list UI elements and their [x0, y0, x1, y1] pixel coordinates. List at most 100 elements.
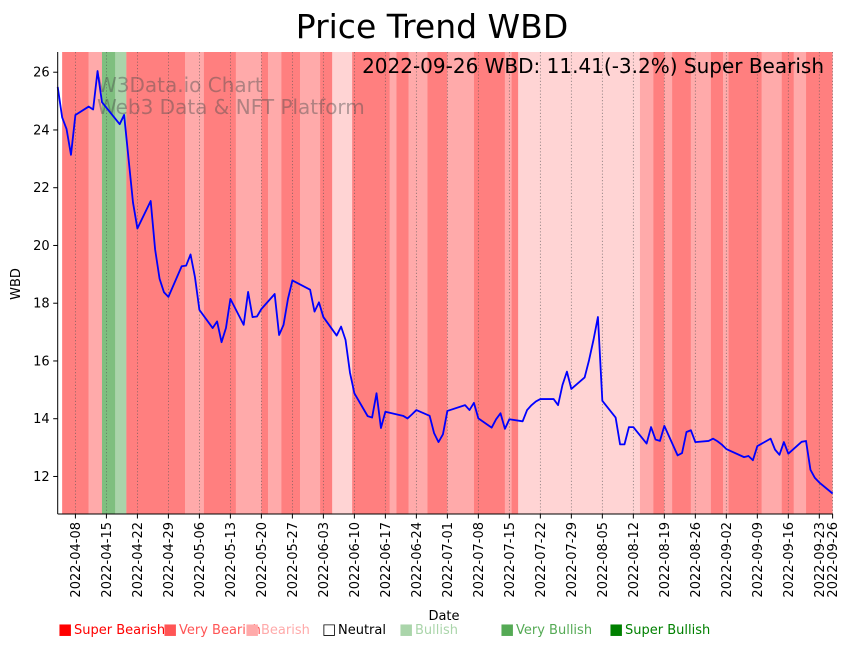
x-tick-label: 2022-08-19 — [658, 522, 673, 598]
sentiment-band-very-bearish — [793, 52, 807, 514]
x-tick-label: 2022-05-06 — [193, 522, 208, 598]
x-tick-label: 2022-05-27 — [286, 522, 301, 598]
sentiment-band-super-bearish — [728, 52, 762, 514]
axes — [57, 52, 833, 515]
y-axis-ticks: 12 14 16 18 20 22 24 26 — [33, 66, 58, 485]
x-tick-label: 2022-07-29 — [565, 522, 580, 598]
sentiment-band-very-bearish — [185, 52, 204, 514]
price-line-wbd — [56, 70, 834, 495]
x-tick-label: 2022-09-23 — [813, 522, 828, 598]
legend-marker-icon: ■ — [609, 620, 623, 638]
sentiment-band-super-bearish — [473, 52, 505, 514]
legend-marker-icon: □ — [322, 620, 336, 638]
sentiment-band-very-bearish — [408, 52, 428, 514]
x-axis-ticks: 2022-04-08 2022-04-15 2022-04-22 2022-04-29… — [69, 514, 841, 598]
x-tick-label: 2022-09-09 — [751, 522, 766, 598]
legend-item-very-bearish: ■ Very Bearish — [163, 620, 261, 638]
sentiment-band-very-bearish — [447, 52, 474, 514]
legend-item-bullish: ■ Bullish — [399, 620, 458, 638]
sentiment-band-very-bullish — [115, 52, 127, 514]
sentiment-band-super-bearish — [281, 52, 301, 514]
sentiment-band-super-bearish — [781, 52, 794, 514]
sentiment-band-super-bearish — [203, 52, 236, 514]
legend: ■ Super Bearish■ Very Bearish■ Bearish □ Neut… — [58, 620, 710, 638]
x-tick-label: 2022-04-15 — [100, 522, 115, 598]
sentiment-band-super-bearish — [261, 52, 269, 514]
sentiment-band-very-bearish — [389, 52, 397, 514]
sentiment-band-very-bearish — [504, 52, 512, 514]
sentiment-band-very-bearish — [664, 52, 673, 514]
sentiment-band-very-bearish — [723, 52, 729, 514]
legend-marker-icon: ■ — [500, 620, 514, 638]
sentiment-band-very-bearish — [300, 52, 321, 514]
x-tick-label: 2022-07-22 — [534, 522, 549, 598]
y-tick-label: 22 — [33, 181, 50, 196]
sentiment-band-super-bearish — [126, 52, 186, 514]
x-tick-label: 2022-09-16 — [782, 522, 797, 598]
x-tick-label: 2022-07-01 — [441, 522, 456, 598]
legend-marker-icon: ■ — [58, 620, 72, 638]
sentiment-band-super-bearish — [653, 52, 665, 514]
x-tick-label: 2022-08-05 — [596, 522, 611, 598]
y-tick-label: 14 — [33, 412, 50, 427]
watermark-line-1: W3Data.io Chart — [97, 73, 263, 97]
legend-label: Bearish — [261, 623, 310, 638]
sentiment-band-super-bullish — [101, 52, 116, 514]
x-tick-label: 2022-05-13 — [224, 522, 239, 598]
x-tick-label: 2022-04-22 — [131, 522, 146, 598]
sentiment-band-very-bearish — [235, 52, 262, 514]
legend-label: Very Bullish — [516, 623, 592, 638]
legend-label: Neutral — [338, 623, 386, 638]
sentiment-band-super-bearish — [320, 52, 333, 514]
legend-item-neutral: □ Neutral — [322, 620, 386, 638]
latest-price-annotation: 2022-09-26 WBD: 11.41(-3.2%) Super Beari… — [362, 54, 824, 78]
y-tick-label: 26 — [33, 66, 50, 81]
x-tick-label: 2022-09-02 — [720, 522, 735, 598]
legend-label: Bullish — [415, 623, 458, 638]
x-tick-label: 2022-04-29 — [162, 522, 177, 598]
y-tick-label: 12 — [33, 470, 50, 485]
x-axis-label: Date — [428, 609, 459, 624]
sentiment-band-super-bearish — [511, 52, 519, 514]
x-tick-label: 2022-06-24 — [410, 522, 425, 598]
legend-label: Super Bullish — [625, 623, 710, 638]
y-tick-label: 18 — [33, 297, 50, 312]
y-tick-label: 20 — [33, 239, 50, 254]
sentiment-band-super-bearish — [710, 52, 724, 514]
sentiment-band-very-bearish — [639, 52, 654, 514]
x-tick-label: 2022-06-17 — [379, 522, 394, 598]
sentiment-band-super-bearish — [396, 52, 409, 514]
legend-item-very-bullish: ■ Very Bullish — [500, 620, 592, 638]
sentiment-band-super-bearish — [427, 52, 448, 514]
sentiment-band-very-bearish — [268, 52, 282, 514]
y-tick-label: 24 — [33, 123, 50, 138]
sentiment-band-super-bearish — [352, 52, 390, 514]
x-tick-label: 2022-07-08 — [472, 522, 487, 598]
x-tick-label: 2022-05-20 — [255, 522, 270, 598]
x-tick-label: 2022-06-10 — [348, 522, 363, 598]
sentiment-band-very-bearish — [761, 52, 782, 514]
legend-marker-icon: ■ — [399, 620, 413, 638]
y-tick-label: 16 — [33, 354, 50, 369]
x-tick-label: 2022-08-12 — [627, 522, 642, 598]
x-tick-label: 2022-06-03 — [317, 522, 332, 598]
watermark-line-2: Web3 Data & NFT Platform — [97, 95, 365, 119]
legend-label: Very Bearish — [179, 623, 261, 638]
price-series — [56, 70, 834, 495]
x-tick-label: 2022-04-08 — [69, 522, 84, 598]
legend-item-super-bullish: ■ Super Bullish — [609, 620, 710, 638]
legend-item-bearish: ■ Bearish — [245, 620, 310, 638]
watermark: W3Data.io Chart Web3 Data & NFT Platform — [97, 73, 365, 119]
x-gridlines — [75, 52, 833, 514]
chart-title: Price Trend WBD — [296, 7, 568, 46]
legend-item-super-bearish: ■ Super Bearish — [58, 620, 165, 638]
legend-marker-icon: ■ — [245, 620, 259, 638]
x-tick-label: 2022-09-26 — [826, 522, 841, 598]
x-tick-label: 2022-07-15 — [503, 522, 518, 598]
sentiment-band-super-bearish — [672, 52, 691, 514]
x-tick-label: 2022-08-26 — [689, 522, 704, 598]
legend-marker-icon: ■ — [163, 620, 177, 638]
sentiment-band-very-bearish — [690, 52, 711, 514]
sentiment-band-bearish — [332, 52, 353, 514]
